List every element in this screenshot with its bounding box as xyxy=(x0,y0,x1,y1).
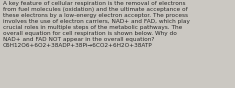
Text: A key feature of cellular respiration is the removal of electrons
from fuel mole: A key feature of cellular respiration is… xyxy=(3,1,190,48)
